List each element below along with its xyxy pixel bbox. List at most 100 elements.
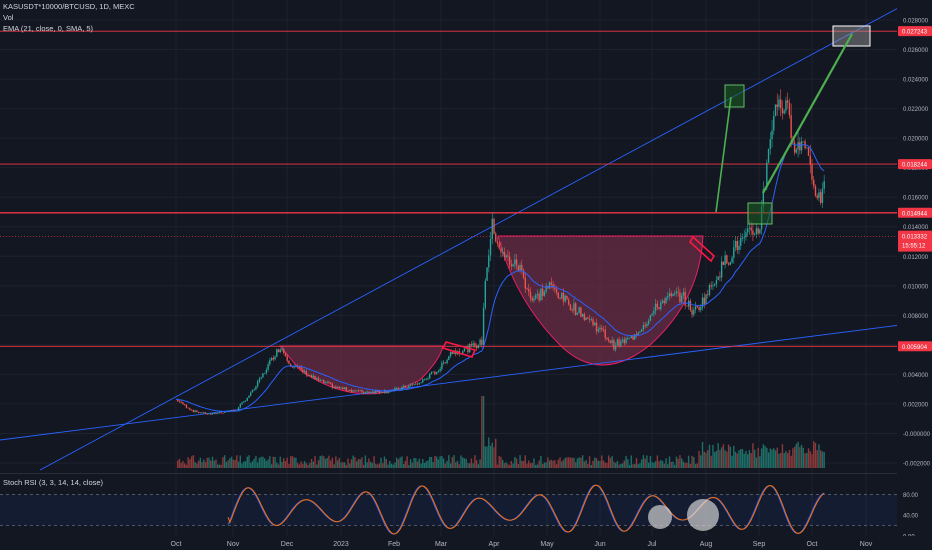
candle-body (512, 264, 514, 267)
ema-label[interactable]: EMA (21, close, 0, SMA, 5) (3, 24, 94, 33)
candle-body (317, 378, 320, 381)
volume-bar (816, 450, 818, 468)
volume-bar (463, 458, 466, 468)
volume-bar (208, 457, 210, 468)
volume-bar (672, 461, 674, 468)
candle-body (250, 392, 252, 396)
candle-body (389, 391, 391, 393)
candle-body (524, 277, 526, 289)
volume-bar (588, 456, 591, 468)
candle-body (727, 263, 730, 265)
volume-bar (496, 464, 499, 468)
candle-body (333, 386, 335, 388)
volume-bar (183, 463, 186, 468)
volume-bar (227, 460, 229, 468)
volume-bar (260, 456, 262, 468)
level-tag (898, 26, 932, 37)
volume-bar (590, 464, 593, 468)
level-tag-text: 0.014944 (902, 211, 928, 217)
volume-bar (484, 446, 487, 468)
volume-bar (364, 455, 367, 468)
volume-bar (813, 441, 815, 468)
candle-body (661, 300, 664, 303)
volume-bar (310, 458, 313, 468)
candle-body (298, 366, 301, 368)
candle-body (482, 307, 485, 345)
time-label: Dec (281, 541, 294, 548)
price-axis: 0.028000 0.026000 0.024000 0.022000 0.020000… (897, 0, 932, 541)
volume-bar (707, 449, 709, 468)
candle-body (693, 309, 695, 315)
candle-body (680, 295, 683, 303)
candle-body (519, 264, 521, 271)
volume-bar (606, 462, 608, 468)
rsi-tick: 40.00 (903, 514, 919, 520)
candle-body (595, 322, 598, 332)
candle-body (819, 192, 822, 203)
candle-body (345, 387, 347, 391)
volume-bar (786, 452, 789, 468)
candle-body (177, 399, 179, 402)
candle-body (309, 375, 311, 377)
volume-bar (512, 463, 514, 468)
symbol-title[interactable]: KASUSDT*10000/BTCUSD, 1D, MEXC (3, 2, 135, 11)
candle-body (420, 382, 422, 384)
volume-bar (541, 463, 544, 468)
volume-bar (795, 443, 798, 468)
candle-body (807, 147, 810, 156)
volume-bar (279, 456, 281, 468)
candle-body (757, 228, 759, 234)
candle-body (241, 402, 243, 405)
candle-body (303, 371, 306, 373)
volume-bar (448, 455, 450, 468)
volume-bar (517, 463, 520, 468)
volume-bar (687, 455, 690, 468)
volume-bar (387, 464, 389, 468)
candle-body (508, 256, 511, 265)
volume-bar (468, 463, 471, 468)
candle-body (788, 102, 791, 116)
flag-2 (688, 235, 716, 263)
candle-body (477, 344, 480, 349)
candle-body (526, 288, 528, 290)
candle-body (741, 237, 744, 239)
candle-body (467, 346, 469, 353)
candle-body (251, 389, 254, 393)
volume-bar (543, 462, 546, 468)
candle-body (637, 332, 639, 335)
candle-body (700, 307, 702, 311)
volume-bar (409, 459, 412, 468)
candle-body (243, 401, 245, 403)
volume-bar (248, 455, 250, 468)
volume-bar (229, 458, 231, 468)
volume-bar (222, 457, 224, 468)
candle-body (748, 227, 751, 229)
candle-body (668, 293, 671, 297)
candle-body (413, 384, 415, 385)
candle-body (340, 387, 342, 389)
candle-body (733, 247, 735, 258)
volume-bar (239, 455, 241, 468)
volume-bar (580, 457, 582, 468)
candle-body (698, 307, 700, 311)
candle-body (644, 325, 646, 327)
volume-bar (548, 460, 551, 468)
volume-bar (373, 456, 375, 468)
candle-body (548, 282, 551, 289)
volume-bar (557, 459, 559, 468)
time-axis: Oct Nov Dec 2023 Feb Mar Apr May Jun Jul Aug Sep Oct… (0, 536, 932, 550)
candle-body (489, 239, 492, 256)
volume-bar (481, 396, 483, 468)
price-tick: 0.008000 (903, 314, 929, 320)
cup-2 (497, 235, 704, 366)
candle-body (686, 305, 688, 307)
volume-bar (764, 445, 766, 468)
volume-bar (599, 460, 601, 468)
volume-bar (536, 464, 539, 468)
volume-bar (649, 456, 652, 468)
stoch-rsi-label[interactable]: Stoch RSI (3, 3, 14, 14, close) (3, 478, 104, 487)
candle-body (514, 259, 516, 265)
vol-label[interactable]: Vol (3, 13, 14, 22)
candle-body (408, 385, 410, 388)
